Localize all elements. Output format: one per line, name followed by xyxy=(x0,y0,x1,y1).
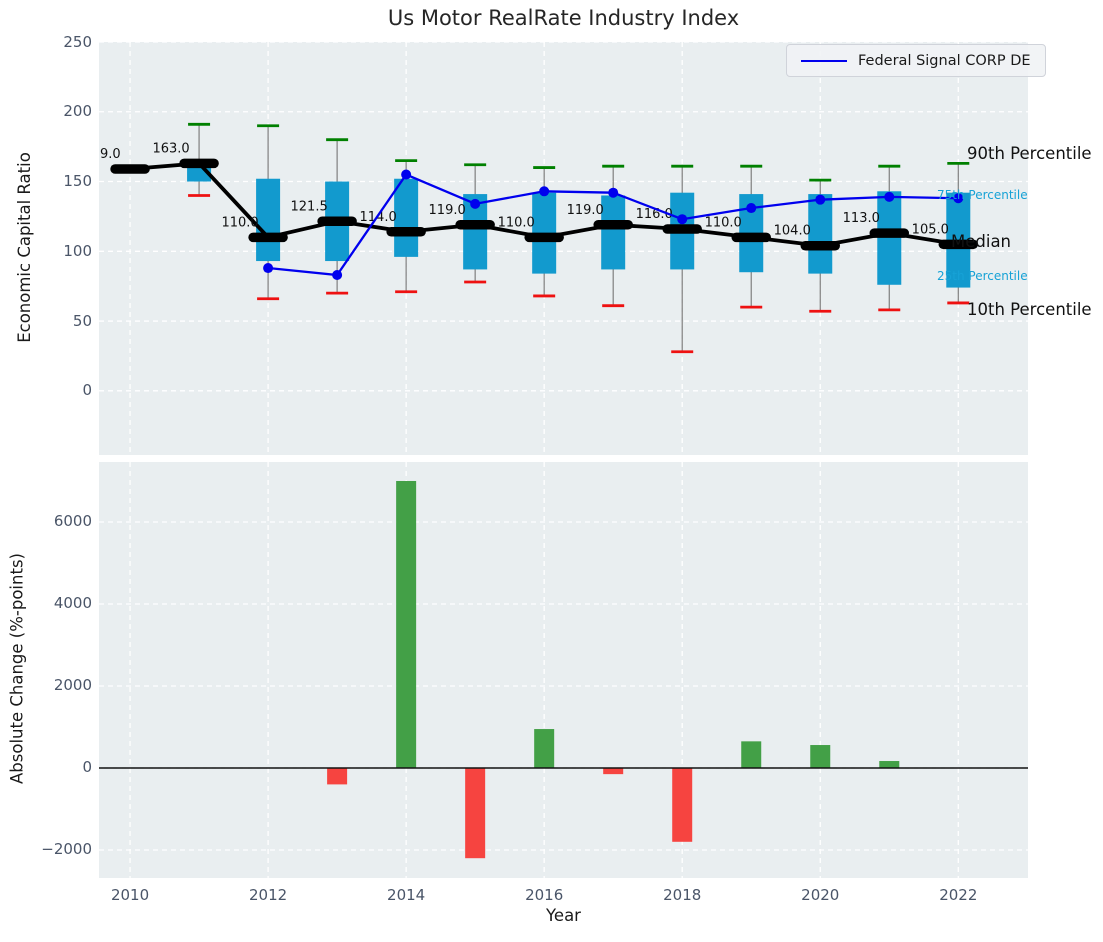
company-dot xyxy=(608,187,619,198)
iqr-box-2020 xyxy=(808,194,833,274)
change-bar-2020 xyxy=(810,745,831,768)
change-bar-2013 xyxy=(327,767,348,785)
bottom-y-tick-0: 0 xyxy=(82,758,92,777)
bottom-y-tick--2000: −2000 xyxy=(41,840,92,859)
change-bar-2014 xyxy=(396,480,417,768)
x-tick-2010: 2010 xyxy=(110,886,150,904)
x-tick-2020: 2020 xyxy=(801,886,840,904)
legend-line-sample xyxy=(801,59,847,62)
bottom-y-tick-6000: 6000 xyxy=(53,512,92,531)
median-value-label-2010: 159.0 xyxy=(99,147,121,162)
right-label-75th-percentile: 75th Percentile xyxy=(937,188,1028,203)
iqr-box-2021 xyxy=(877,191,902,285)
median-value-label-2022: 105.0 xyxy=(912,222,949,237)
top-y-tick-150: 150 xyxy=(63,172,92,191)
x-tick-2018: 2018 xyxy=(663,886,702,904)
median-value-label-2016: 110.0 xyxy=(498,215,535,230)
company-dot xyxy=(332,270,343,281)
bottom-y-tick-4000: 4000 xyxy=(53,594,92,613)
company-dot xyxy=(263,263,274,274)
x-tick-2012: 2012 xyxy=(249,886,288,904)
change-bar-2019 xyxy=(741,741,762,768)
x-tick-2014: 2014 xyxy=(387,886,426,904)
median-value-label-2017: 119.0 xyxy=(567,203,604,218)
company-dot xyxy=(953,193,964,204)
iqr-box-2017 xyxy=(601,195,626,270)
company-dot xyxy=(746,203,757,214)
bottom-bar-plot xyxy=(99,462,1028,878)
change-bar-2018 xyxy=(672,767,693,842)
median-value-label-2015: 119.0 xyxy=(429,203,466,218)
iqr-box-2012 xyxy=(256,178,281,262)
company-dot xyxy=(539,186,550,197)
right-label-10th-percentile: 10th Percentile xyxy=(967,299,1092,319)
x-axis-label: Year xyxy=(546,906,581,925)
iqr-box-2014 xyxy=(394,178,419,257)
company-dot xyxy=(884,191,895,202)
top-box-plot: 159.0163.0110.0121.5114.0119.0110.0119.0… xyxy=(99,42,1028,455)
top-y-tick-0: 0 xyxy=(82,381,92,400)
company-dot xyxy=(815,194,826,205)
median-value-label-2013: 121.5 xyxy=(291,199,328,214)
company-dot xyxy=(401,169,412,180)
top-y-tick-250: 250 xyxy=(63,32,92,51)
right-label-90th-percentile: 90th Percentile xyxy=(967,143,1092,163)
bottom-y-tick-2000: 2000 xyxy=(53,676,92,695)
legend-label: Federal Signal CORP DE xyxy=(858,52,1031,69)
median-value-label-2019: 110.0 xyxy=(705,215,742,230)
company-dot xyxy=(470,198,481,209)
top-y-tick-50: 50 xyxy=(72,311,92,330)
median-value-label-2021: 113.0 xyxy=(843,211,880,226)
median-value-label-2012: 110.0 xyxy=(221,215,258,230)
change-bar-2015 xyxy=(465,767,486,859)
change-bar-2017 xyxy=(603,767,624,775)
company-dot xyxy=(677,214,688,225)
change-bar-2021 xyxy=(879,761,900,768)
right-label-25th-percentile: 25th Percentile xyxy=(937,269,1028,284)
chart-title: Us Motor RealRate Industry Index xyxy=(387,6,740,30)
right-label-median: Median xyxy=(951,231,1012,251)
top-y-tick-200: 200 xyxy=(63,102,92,121)
median-value-label-2020: 104.0 xyxy=(774,224,811,239)
median-value-label-2018: 116.0 xyxy=(636,207,673,222)
change-bar-2016 xyxy=(534,729,555,768)
legend: Federal Signal CORP DE xyxy=(786,44,1046,77)
median-value-label-2011: 163.0 xyxy=(152,141,189,156)
x-tick-2016: 2016 xyxy=(525,886,564,904)
top-y-tick-100: 100 xyxy=(63,241,92,260)
x-tick-2022: 2022 xyxy=(939,886,978,904)
